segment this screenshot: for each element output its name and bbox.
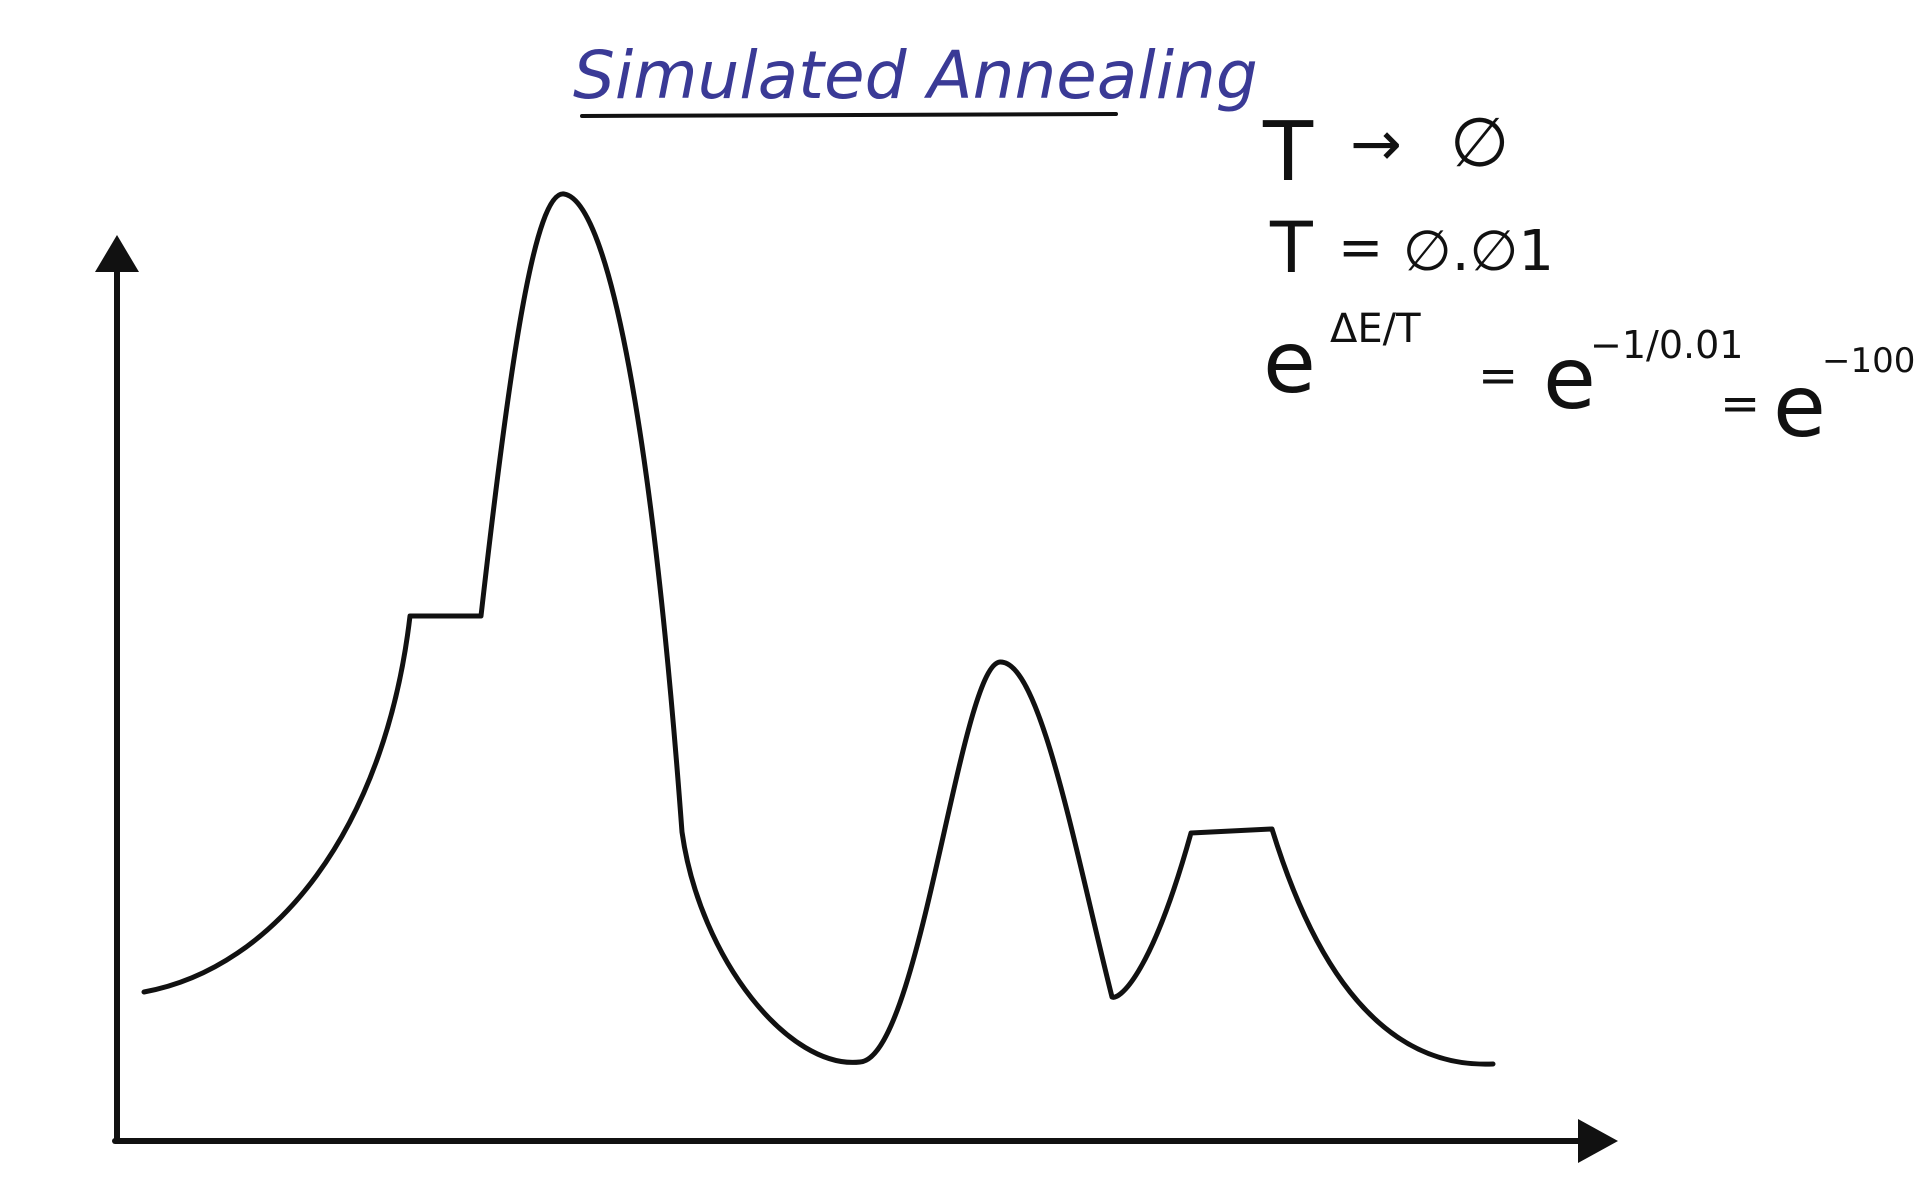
note-line3-exp3: −100 bbox=[1822, 341, 1915, 381]
x-axis-arrowhead bbox=[1578, 1119, 1618, 1163]
note-line3-eq1: = bbox=[1478, 348, 1518, 404]
note-line1-arrow: → bbox=[1350, 107, 1402, 180]
note-line2-value: ∅.∅1 bbox=[1403, 219, 1554, 284]
title-underline bbox=[580, 112, 1118, 118]
diagram-title: Simulated Annealing bbox=[573, 37, 1258, 114]
note-line3-base2: e bbox=[1543, 329, 1596, 429]
note-line3-base3: e bbox=[1773, 357, 1826, 457]
axes bbox=[95, 235, 1618, 1163]
note-line3-eq2: = bbox=[1720, 376, 1760, 432]
note-line3-exp2: −1/0.01 bbox=[1590, 323, 1743, 367]
note-line2-eq: = bbox=[1338, 216, 1383, 279]
energy-landscape-curve bbox=[141, 191, 1496, 1067]
y-axis-arrowhead bbox=[95, 235, 139, 272]
note-line3-exp1: ΔE/T bbox=[1330, 306, 1421, 352]
note-line2-var: T bbox=[1269, 207, 1313, 289]
note-line1-target: ∅ bbox=[1450, 104, 1509, 183]
note-line1-var: T bbox=[1262, 105, 1314, 200]
note-line3-base1: e bbox=[1263, 313, 1316, 413]
annotation-notes: T → ∅ T = ∅.∅1 e ΔE/T = e −1/0.01 = e −1… bbox=[1262, 104, 1915, 457]
